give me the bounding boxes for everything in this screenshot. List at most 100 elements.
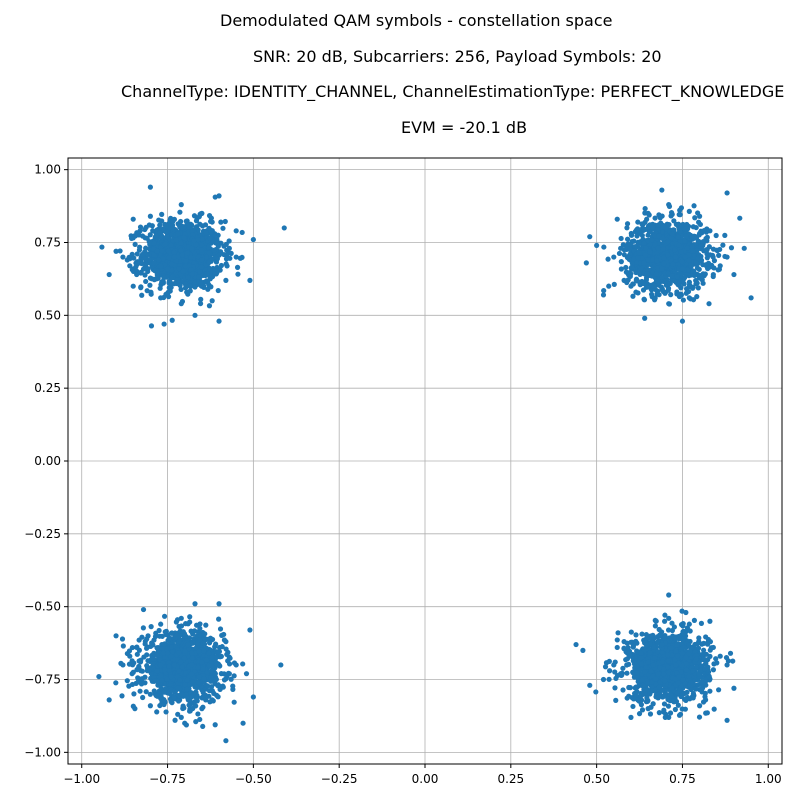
symbol-point xyxy=(179,664,185,670)
symbol-point xyxy=(184,250,190,256)
symbol-point xyxy=(613,697,619,703)
symbol-point xyxy=(130,216,136,222)
constellation-cluster-3 xyxy=(573,592,737,723)
symbol-point xyxy=(138,657,144,663)
symbol-point xyxy=(160,650,167,656)
symbol-point xyxy=(663,687,669,693)
symbol-point xyxy=(710,667,717,673)
symbol-point xyxy=(194,224,200,230)
symbol-point xyxy=(624,221,631,227)
symbol-point xyxy=(694,265,701,271)
symbol-point xyxy=(191,238,197,244)
symbol-point xyxy=(699,652,705,658)
symbol-point xyxy=(683,654,689,661)
symbol-point xyxy=(218,219,224,225)
symbol-point xyxy=(654,265,661,271)
symbol-point xyxy=(680,297,686,303)
symbol-point xyxy=(184,686,190,692)
symbol-point xyxy=(684,689,690,695)
symbol-point xyxy=(186,702,192,708)
symbol-point xyxy=(660,246,666,252)
symbol-point xyxy=(717,653,723,659)
symbol-point xyxy=(645,210,651,216)
symbol-point xyxy=(113,680,119,686)
symbol-point xyxy=(131,660,137,666)
symbol-point xyxy=(633,632,639,638)
symbol-point xyxy=(703,677,709,683)
symbol-point xyxy=(226,671,232,677)
symbol-point xyxy=(643,699,650,705)
symbol-point xyxy=(183,258,189,264)
symbol-point xyxy=(650,701,656,707)
symbol-point xyxy=(641,280,647,287)
symbol-point xyxy=(218,262,225,269)
symbol-point xyxy=(695,645,702,651)
symbol-point xyxy=(243,671,250,677)
symbol-point xyxy=(126,683,132,689)
symbol-point xyxy=(201,648,207,654)
symbol-point xyxy=(193,719,199,725)
symbol-point xyxy=(624,225,630,231)
chart-title: Demodulated QAM symbols - constellation … xyxy=(220,11,613,30)
symbol-point xyxy=(197,716,203,723)
symbol-point xyxy=(216,252,222,258)
symbol-point xyxy=(690,248,696,254)
symbol-point xyxy=(626,661,632,667)
symbol-point xyxy=(653,271,660,277)
symbol-point xyxy=(182,285,189,291)
symbol-point xyxy=(677,711,684,717)
symbol-point xyxy=(638,661,644,667)
symbol-point xyxy=(146,257,152,263)
symbol-point xyxy=(197,637,203,643)
symbol-point xyxy=(195,664,201,670)
symbol-point xyxy=(176,265,182,272)
symbol-point xyxy=(140,266,147,272)
symbol-point xyxy=(209,219,215,225)
symbol-point xyxy=(222,218,228,225)
symbol-point xyxy=(634,670,640,676)
symbol-point xyxy=(727,650,734,656)
symbol-point xyxy=(627,242,633,248)
symbol-point xyxy=(192,312,198,318)
symbol-point xyxy=(162,667,168,673)
symbol-point xyxy=(587,682,593,688)
symbol-point xyxy=(139,292,145,298)
symbol-point xyxy=(624,670,630,676)
symbol-point xyxy=(686,283,693,290)
symbol-point xyxy=(127,263,133,269)
symbol-point xyxy=(182,648,188,654)
symbol-point xyxy=(168,630,175,636)
symbol-point xyxy=(131,691,137,697)
symbol-point xyxy=(178,714,184,720)
symbol-point xyxy=(655,245,662,251)
symbol-point xyxy=(158,295,164,301)
symbol-point xyxy=(206,225,212,231)
symbol-point xyxy=(175,711,181,717)
symbol-point xyxy=(138,270,144,276)
symbol-point xyxy=(682,274,688,280)
symbol-point xyxy=(660,224,667,230)
symbol-point xyxy=(187,619,193,625)
symbol-point xyxy=(198,279,204,285)
symbol-point xyxy=(700,280,706,286)
symbol-point xyxy=(661,260,667,267)
symbol-point xyxy=(159,248,165,254)
symbol-point xyxy=(188,254,194,260)
symbol-point xyxy=(120,662,126,668)
symbol-point xyxy=(724,254,730,260)
symbol-point xyxy=(147,232,153,238)
symbol-point xyxy=(154,668,160,674)
symbol-point xyxy=(154,652,160,658)
symbol-point xyxy=(176,650,182,656)
symbol-point xyxy=(129,235,135,241)
symbol-point xyxy=(601,244,607,250)
symbol-point xyxy=(642,206,648,212)
symbol-point xyxy=(156,226,162,232)
symbol-point xyxy=(198,296,204,302)
symbol-point xyxy=(731,271,737,278)
symbol-point xyxy=(139,676,145,682)
symbol-point xyxy=(179,252,185,258)
symbol-point xyxy=(710,271,716,278)
symbol-point xyxy=(223,241,229,247)
symbol-point xyxy=(152,633,159,640)
